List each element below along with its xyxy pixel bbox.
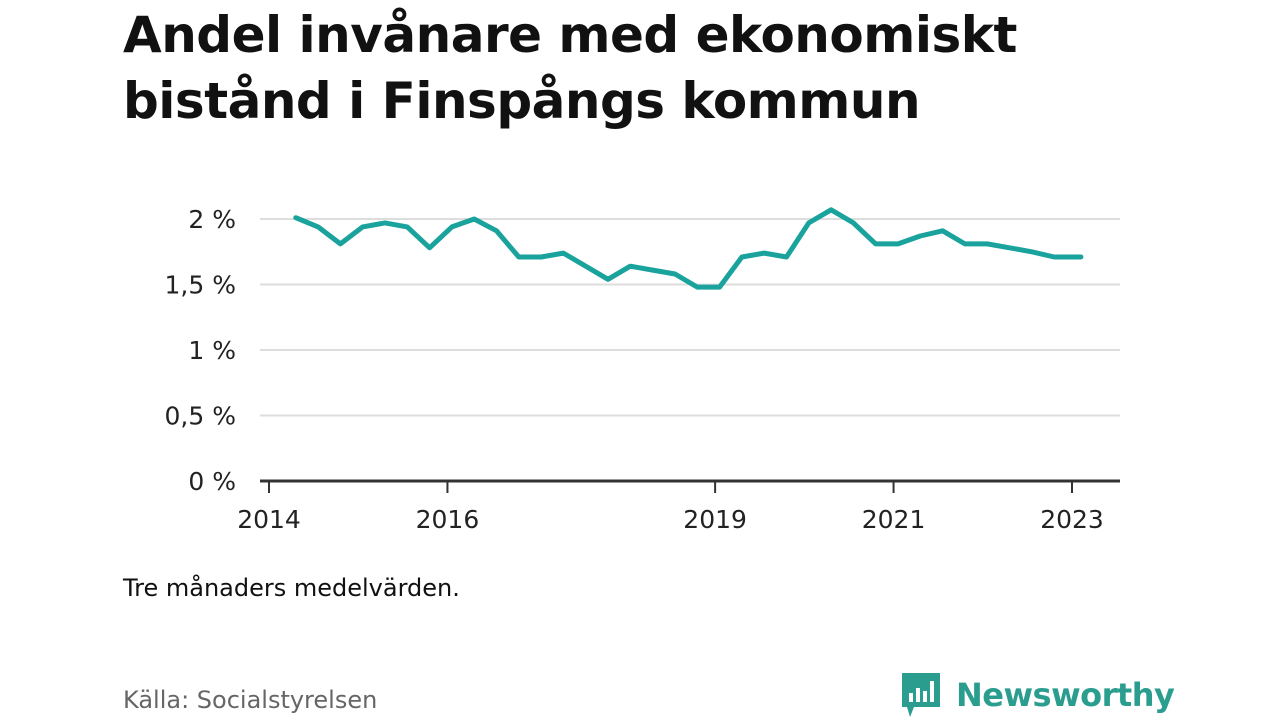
x-tick-label: 2021: [862, 505, 926, 534]
y-tick-label: 1,5 %: [165, 271, 236, 300]
x-tick-label: 2016: [416, 505, 480, 534]
y-tick-label: 2 %: [188, 205, 236, 234]
x-tick-label: 2014: [237, 505, 301, 534]
chart-note: Tre månaders medelvärden.: [123, 574, 460, 602]
y-tick-label: 0 %: [188, 467, 236, 496]
source-text: Källa: Socialstyrelsen: [123, 686, 378, 714]
x-tick-label: 2019: [683, 505, 747, 534]
x-tick-label: 2023: [1040, 505, 1104, 534]
y-tick-label: 0,5 %: [165, 402, 236, 431]
y-tick-label: 1 %: [188, 336, 236, 365]
chart-title: Andel invånare med ekonomiskt bistånd i …: [123, 6, 1017, 130]
axes: 0 % 0,5 % 1 % 1,5 % 2 % 2014 2016 2019 2021 2023: [165, 205, 1120, 534]
gridlines: [260, 218, 1120, 417]
series-line: [293, 207, 1084, 290]
brand-logo: Newsworthy: [900, 670, 1175, 720]
newsworthy-logo-icon: [902, 673, 940, 717]
line-chart: 0 % 0,5 % 1 % 1,5 % 2 % 2014 2016 2019 2021 2023: [165, 205, 1120, 534]
series: [293, 207, 1084, 290]
brand-name: Newsworthy: [956, 676, 1175, 714]
